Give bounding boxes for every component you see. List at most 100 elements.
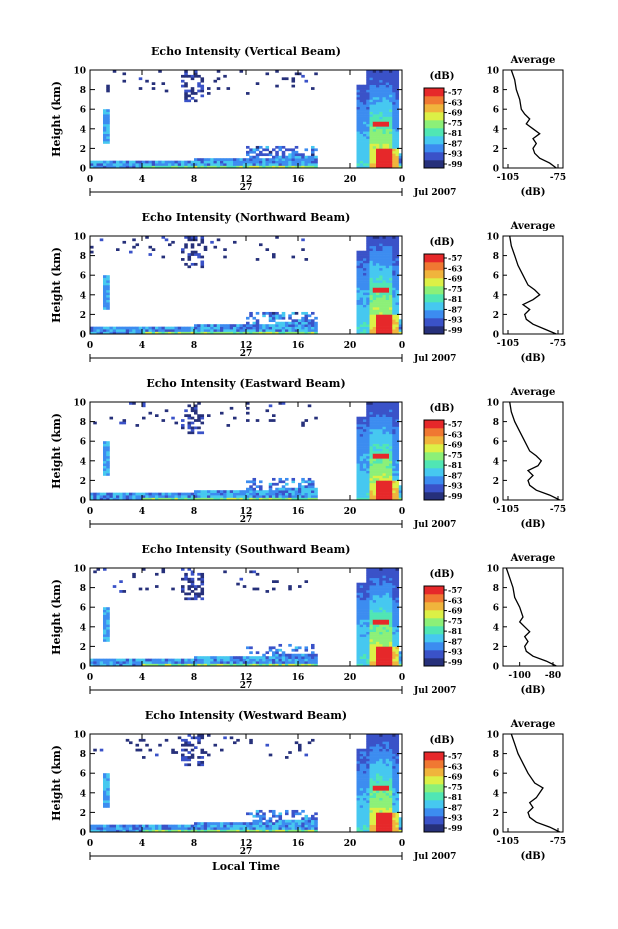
heatmap-cell [372, 165, 377, 169]
heatmap-cell [369, 96, 374, 100]
heatmap-cell [379, 636, 383, 640]
heatmap-cell [226, 87, 231, 90]
heatmap-cell [395, 406, 400, 410]
heatmap-cell [314, 495, 318, 498]
heatmap-cell [363, 624, 367, 628]
heatmap-cell [307, 497, 312, 501]
heatmap-cell [356, 653, 361, 657]
heatmap-cell [164, 238, 169, 242]
heatmap-cell [356, 94, 361, 98]
heatmap-cell [187, 255, 192, 259]
heatmap-cell [164, 824, 169, 828]
heatmap-cell [255, 587, 260, 591]
heatmap-cell [99, 827, 104, 830]
heatmap-cell [372, 255, 377, 259]
heatmap-cell [359, 109, 364, 112]
heatmap-cell [389, 621, 393, 625]
colorbar-tick-label: -57 [448, 585, 462, 595]
average-y-tick-label: 6 [493, 106, 499, 116]
heatmap-cell [304, 656, 309, 659]
heatmap-cell [275, 827, 279, 830]
heatmap-cell [385, 822, 390, 825]
heatmap-cell [122, 331, 127, 335]
heatmap-cell [392, 477, 396, 481]
heatmap-cell [372, 89, 377, 93]
heatmap-cell [366, 138, 370, 142]
colorbar-segment [424, 262, 444, 271]
heatmap-cell [255, 497, 260, 501]
heatmap-cell [122, 497, 127, 501]
heatmap-cell [356, 145, 361, 149]
heatmap-cell [366, 245, 370, 249]
heatmap-cell [366, 497, 370, 501]
heatmap-cell [395, 153, 400, 157]
heatmap-cell [135, 160, 140, 164]
heatmap-cell [376, 743, 380, 747]
heatmap-cell [395, 455, 400, 459]
heatmap-cell [359, 258, 364, 261]
heatmap-cell [275, 316, 279, 320]
heatmap-cell [356, 453, 361, 457]
heatmap-cell [385, 809, 390, 813]
heatmap-cell [213, 492, 218, 496]
heatmap-cell [359, 275, 364, 278]
heatmap-cell [379, 814, 383, 818]
y-tick-label: 6 [80, 272, 86, 282]
heatmap-cell [359, 260, 364, 264]
heatmap-cell [366, 485, 370, 489]
heatmap-cell [398, 829, 403, 833]
heatmap-cell [213, 165, 218, 169]
heatmap-cell [363, 765, 367, 769]
heatmap-cell [389, 602, 393, 606]
heatmap-cell [369, 648, 374, 652]
heatmap-cell [356, 824, 361, 828]
heatmap-cell [223, 324, 227, 327]
heatmap-cell [382, 797, 387, 801]
heatmap-cell [177, 160, 182, 164]
heatmap-cell [398, 321, 403, 325]
heatmap-cell [194, 594, 198, 598]
heatmap-cell [372, 106, 377, 110]
heatmap-cell [382, 436, 387, 440]
heatmap-cell [376, 270, 380, 274]
heatmap-cell [281, 824, 286, 828]
x-tick-label: 20 [344, 175, 357, 185]
heatmap-cell [366, 87, 370, 90]
heatmap-cell [389, 116, 393, 120]
heatmap-cell [311, 492, 315, 496]
heatmap-cell [301, 663, 305, 667]
heatmap-cell [389, 141, 393, 144]
heatmap-cell [376, 331, 380, 335]
heatmap-cell [255, 329, 260, 332]
heatmap-cell [366, 585, 370, 588]
heatmap-cell [359, 451, 364, 454]
heatmap-cell [190, 829, 195, 833]
heatmap-cell [356, 143, 361, 147]
heatmap-cell [272, 311, 276, 315]
heatmap-cell [363, 599, 367, 603]
heatmap-cell [197, 414, 201, 417]
heatmap-cell [389, 255, 393, 259]
heatmap-cell [356, 316, 361, 320]
heatmap-cell [372, 597, 377, 601]
heatmap-cell [259, 822, 263, 825]
heatmap-cell [129, 829, 133, 833]
heatmap-cell [119, 492, 123, 496]
heatmap-cell [395, 411, 400, 415]
heatmap-cell [372, 150, 377, 154]
heatmap-cell [262, 158, 266, 161]
heatmap-cell [262, 490, 266, 493]
heatmap-cell [379, 646, 383, 650]
heatmap-cell [372, 329, 377, 332]
heatmap-cell [379, 624, 383, 628]
heatmap-cell [392, 797, 396, 801]
heatmap-cell [395, 116, 400, 120]
heatmap-cell [398, 326, 403, 330]
heatmap-cell [385, 141, 390, 144]
heatmap-cell [203, 160, 208, 164]
heatmap-cell [379, 736, 383, 740]
heatmap-cell [366, 809, 370, 813]
colorbar-tick-label: -81 [448, 460, 462, 470]
heatmap-cell [90, 163, 94, 166]
heatmap-cell [392, 243, 396, 247]
